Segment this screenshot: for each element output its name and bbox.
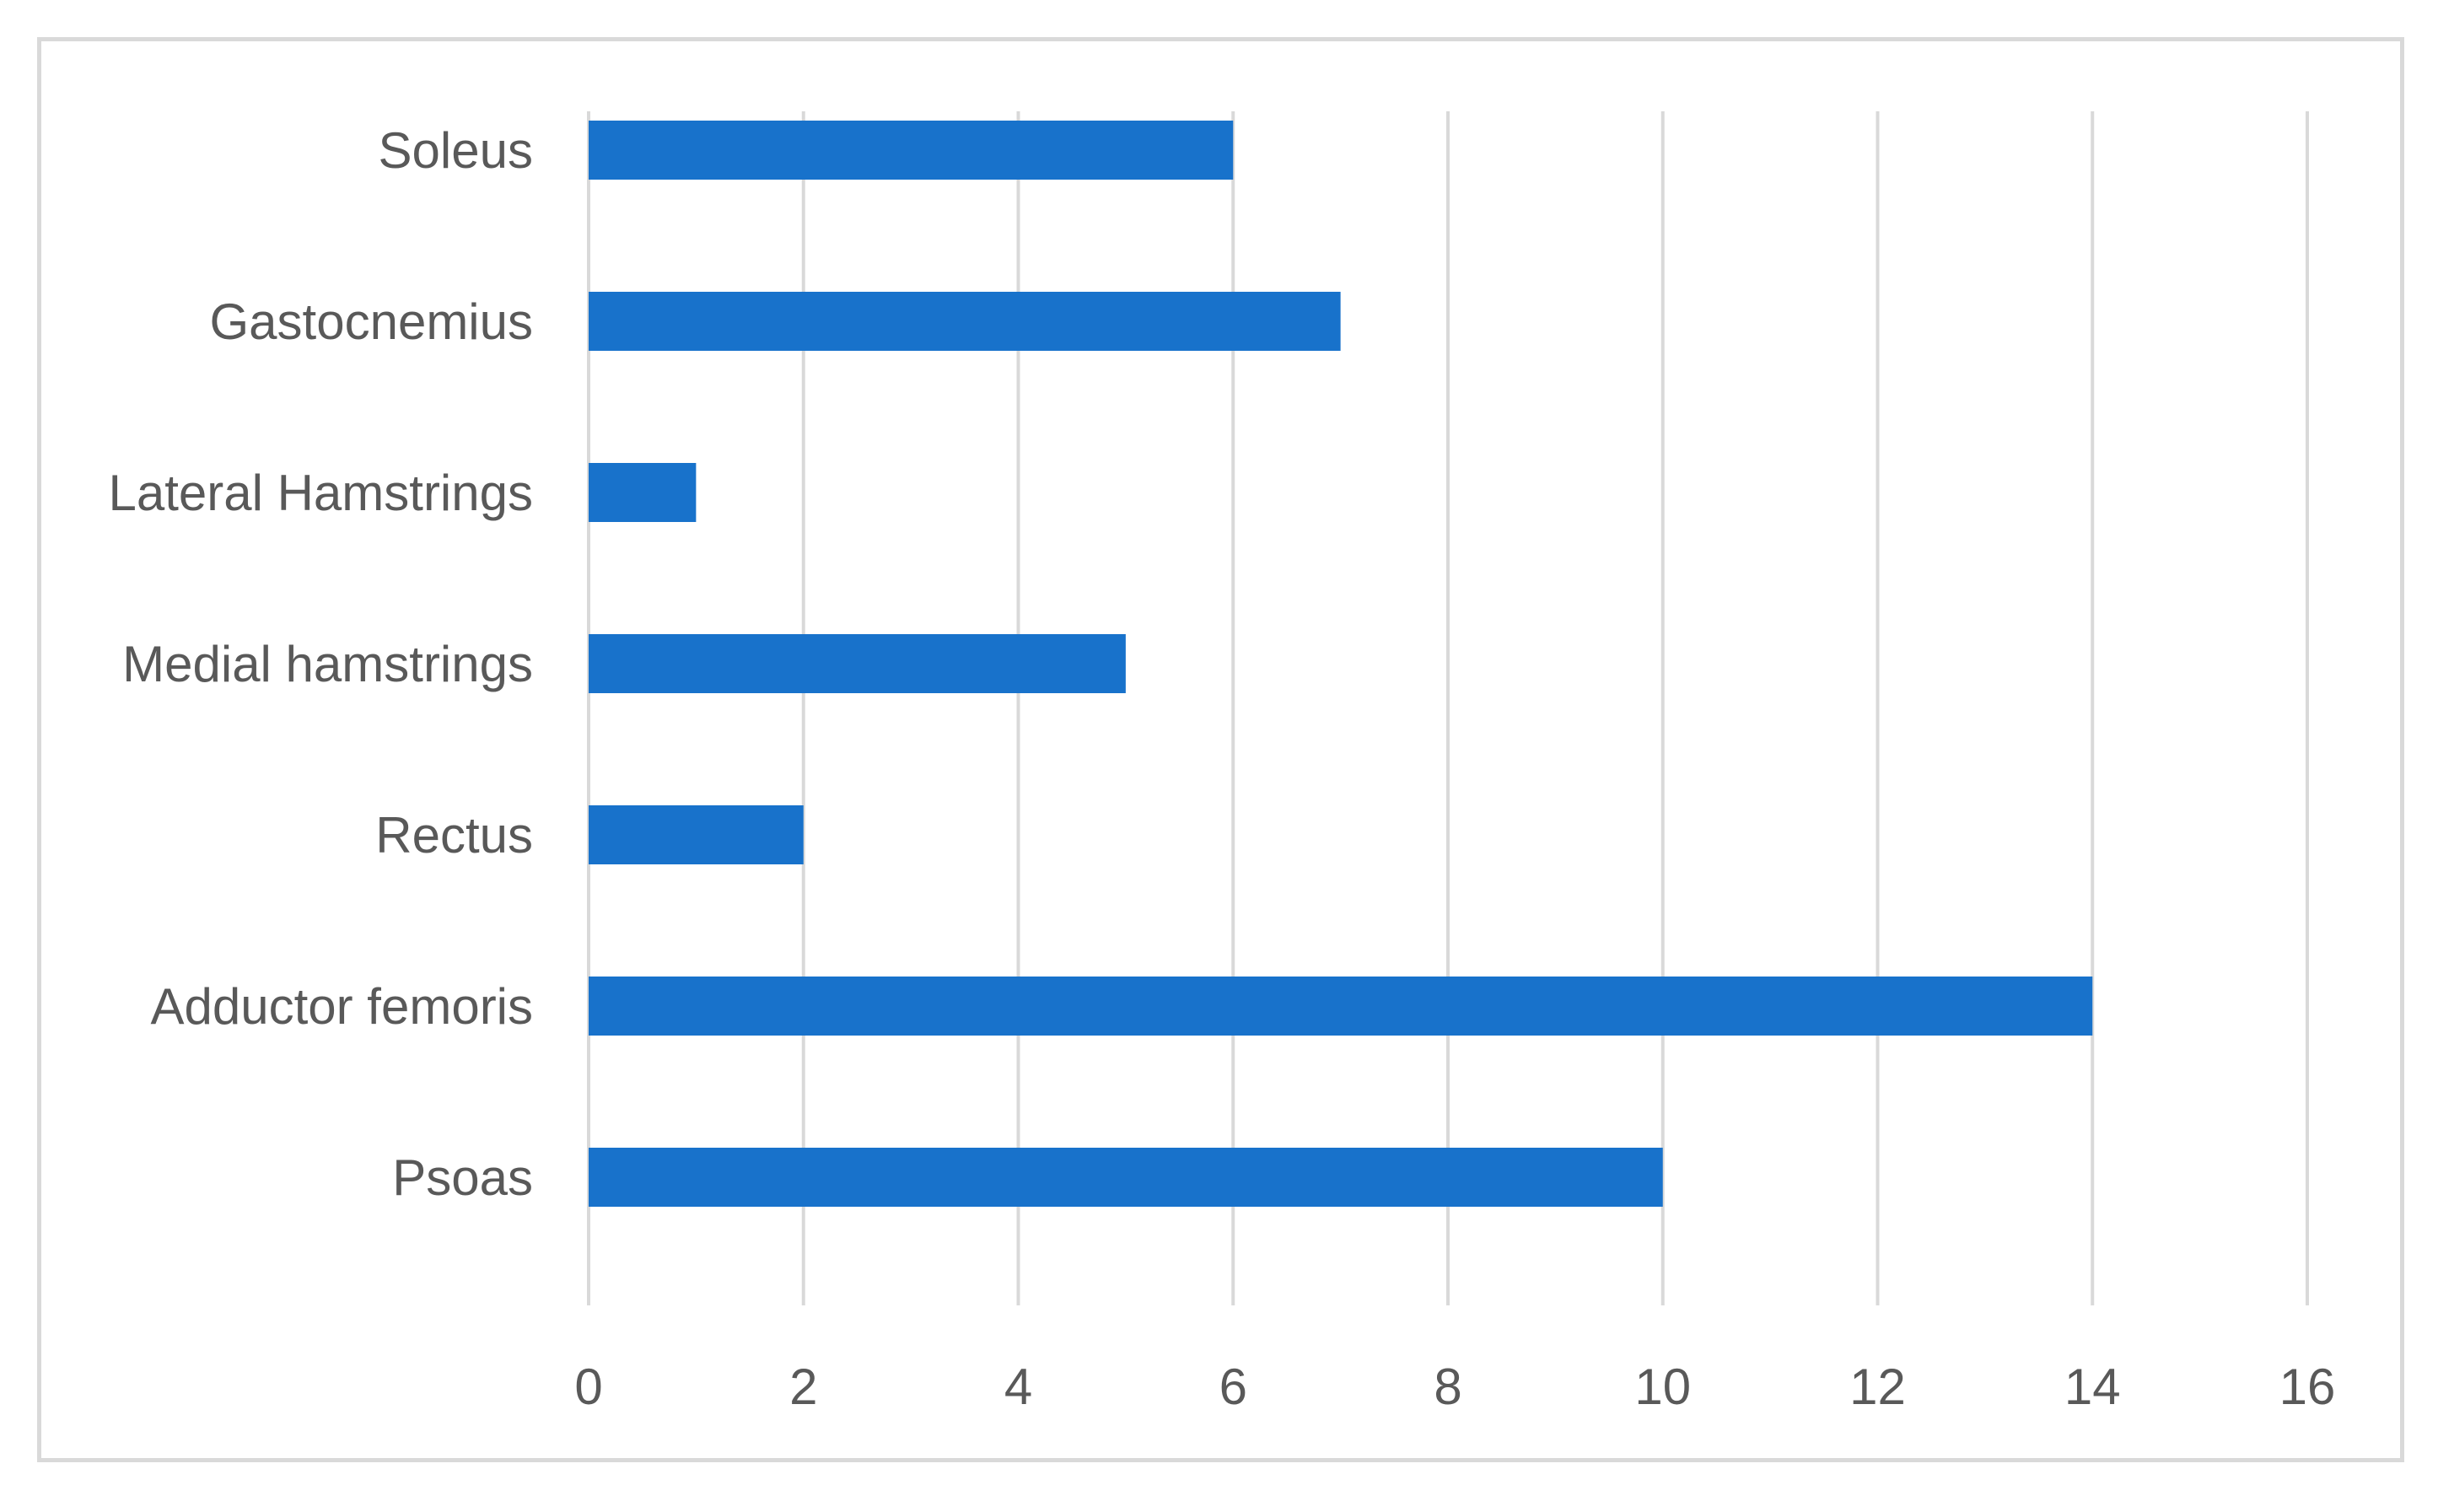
x-tick-label: 2	[789, 1359, 817, 1415]
category-label: Adductor femoris	[150, 978, 533, 1035]
bar-adductor-femoris	[589, 977, 2093, 1036]
bar-lateral-hamstrings	[589, 463, 697, 522]
gridlines	[587, 111, 2309, 1305]
chart-frame	[37, 37, 2404, 1462]
bar-medial-hamstrings	[589, 634, 1126, 693]
x-tick-label: 10	[1634, 1359, 1691, 1415]
x-tick-label: 6	[1219, 1359, 1247, 1415]
x-axis-ticks: 0 2 4 6 8 10 12 14 16	[574, 1359, 2335, 1415]
bar-rectus	[589, 805, 804, 864]
x-tick-label: 12	[1849, 1359, 1906, 1415]
category-label: Rectus	[375, 807, 533, 864]
category-label: Gastocnemius	[210, 293, 534, 350]
x-tick-label: 16	[2279, 1359, 2336, 1415]
category-label: Psoas	[392, 1149, 533, 1206]
category-label: Soleus	[379, 122, 533, 179]
x-tick-label: 4	[1004, 1359, 1032, 1415]
bar-psoas	[589, 1148, 1663, 1207]
bar-gastocnemius	[589, 292, 1341, 351]
category-label: Lateral Hamstrings	[108, 465, 533, 521]
x-tick-label: 0	[574, 1359, 602, 1415]
category-labels: Soleus Gastocnemius Lateral Hamstrings Medi…	[108, 122, 533, 1206]
bar-soleus	[589, 121, 1234, 180]
x-tick-label: 14	[2064, 1359, 2121, 1415]
category-label: Medial hamstrings	[122, 636, 533, 692]
x-tick-label: 8	[1434, 1359, 1461, 1415]
bars	[589, 121, 2093, 1207]
